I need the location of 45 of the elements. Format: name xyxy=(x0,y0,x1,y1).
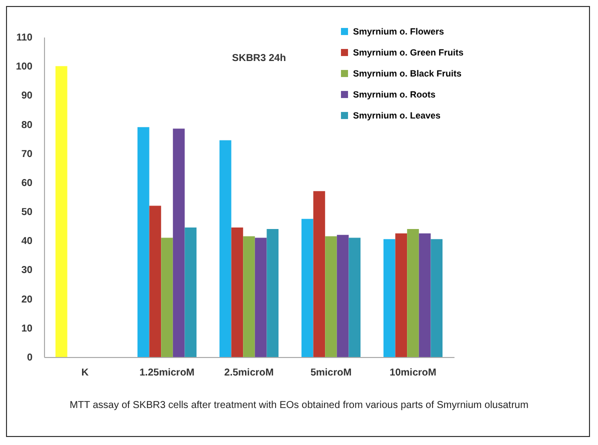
y-tick-label: 100 xyxy=(16,62,33,73)
bar xyxy=(348,238,361,357)
bar xyxy=(336,234,349,357)
bar xyxy=(395,233,408,357)
bar xyxy=(55,66,68,357)
x-tick-label: 1.25microM xyxy=(139,368,195,378)
legend-label: Smyrnium o. Leaves xyxy=(353,110,441,120)
bar xyxy=(137,127,150,357)
bar xyxy=(149,206,162,357)
y-tick-label: 70 xyxy=(21,148,33,160)
bar xyxy=(231,228,244,357)
bar xyxy=(313,191,326,357)
bar xyxy=(325,236,337,357)
x-tick-label: 2.5microM xyxy=(224,368,274,378)
x-tick-label: K xyxy=(81,368,90,378)
bar xyxy=(184,228,197,357)
bar xyxy=(301,218,314,357)
y-tick-label: 40 xyxy=(21,236,33,248)
y-tick-label: 30 xyxy=(21,265,33,276)
legend-label: Smyrnium o. Green Fruits xyxy=(353,48,464,58)
bar xyxy=(407,229,419,357)
y-tick-label: 80 xyxy=(21,120,33,131)
bar xyxy=(418,233,431,357)
text: SKBR3 24h xyxy=(232,53,286,64)
y-tick-label: 0 xyxy=(26,352,33,364)
y-tick-label: 110 xyxy=(16,32,33,44)
bar xyxy=(254,238,267,357)
bar xyxy=(243,236,255,357)
x-tick-label: 5microM xyxy=(310,368,352,378)
y-tick-label: 50 xyxy=(21,207,33,218)
legend-label: Smyrnium o. Black Fruits xyxy=(353,68,462,78)
bar xyxy=(219,140,232,357)
y-tick-label: 90 xyxy=(21,90,33,102)
bar xyxy=(172,128,185,357)
bar xyxy=(430,239,443,357)
legend-label: Smyrnium o. Roots xyxy=(353,90,436,100)
bar xyxy=(161,238,173,357)
bar xyxy=(383,239,396,357)
y-tick-label: 10 xyxy=(21,323,33,334)
y-tick-label: 60 xyxy=(21,178,33,189)
legend-label: Smyrnium o. Flowers xyxy=(353,26,444,36)
y-tick-label: 20 xyxy=(21,294,33,306)
text: MTT assay of SKBR3 cells after treatment with EOs obtained from various parts of Smyrnium olusatrum xyxy=(68,400,530,411)
bar xyxy=(266,229,279,357)
x-tick-label: 10microM xyxy=(390,368,436,378)
